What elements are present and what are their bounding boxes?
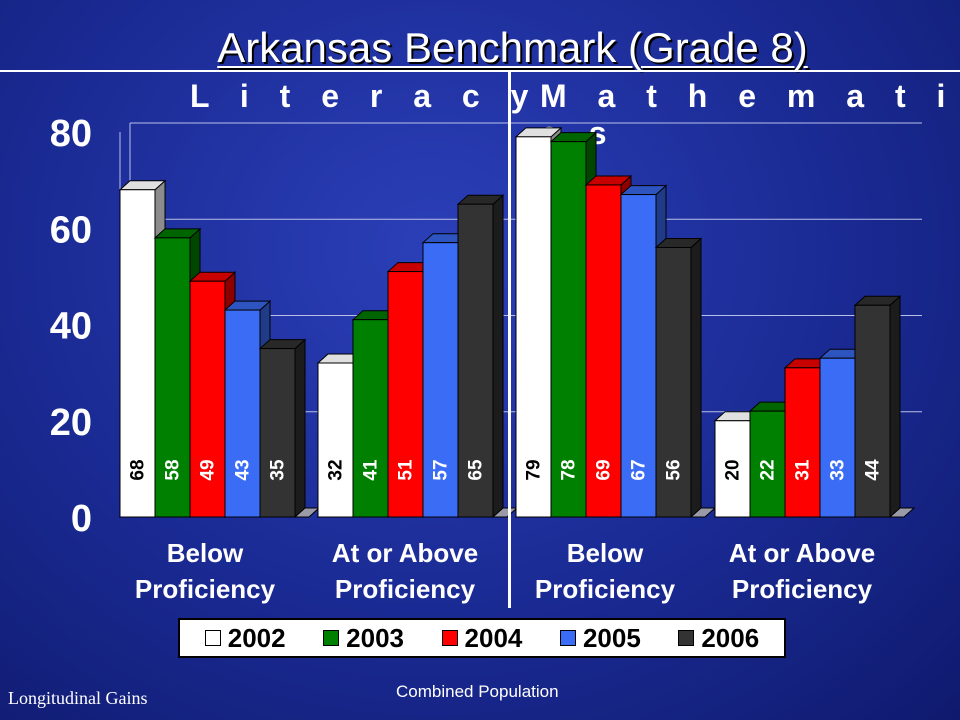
category-label-line: Proficiency (731, 574, 873, 604)
data-label: 51 (396, 459, 417, 481)
data-label: 67 (629, 459, 650, 480)
category-label-line: At or Above (331, 538, 479, 568)
data-label: 41 (361, 459, 382, 481)
y-tick-label: 40 (50, 306, 92, 348)
category-label-line: Below (166, 538, 244, 568)
footer-combined-population: Combined Population (396, 682, 559, 701)
category-label-line: Proficiency (134, 574, 276, 604)
bar (550, 141, 587, 518)
category-label: At or Above Proficiency (702, 535, 902, 607)
bar (784, 367, 821, 518)
bar-side (294, 338, 306, 519)
legend-label: 2002 (227, 622, 286, 653)
bar (189, 280, 226, 518)
data-label: 56 (664, 459, 685, 480)
category-label: Below Proficiency (105, 535, 305, 607)
legend-swatch (678, 630, 695, 646)
data-label: 78 (559, 459, 580, 480)
category-label: At or Above Proficiency (305, 535, 505, 607)
data-label: 33 (828, 459, 849, 480)
data-label: 43 (233, 459, 254, 480)
data-label: 20 (723, 459, 744, 480)
data-label: 32 (326, 459, 347, 480)
footer-longitudinal-gains: Longitudinal Gains (8, 688, 148, 708)
data-label: 65 (466, 459, 487, 481)
bar (352, 319, 389, 518)
bar-side (690, 237, 702, 519)
title-rule (0, 70, 960, 72)
category-label-line: At or Above (728, 538, 876, 568)
data-label: 79 (524, 459, 545, 480)
bar (457, 203, 494, 518)
legend-swatch (441, 630, 458, 646)
bar (515, 136, 552, 518)
y-tick-label: 0 (71, 498, 92, 540)
data-label: 35 (268, 459, 289, 481)
legend-item: 2002 (204, 622, 286, 654)
bar (224, 309, 261, 518)
category-label-line: Proficiency (534, 574, 676, 604)
bar (655, 247, 692, 518)
y-tick-label: 60 (50, 209, 92, 251)
data-label: 68 (128, 459, 149, 480)
data-label: 44 (863, 459, 884, 481)
legend-item: 2004 (441, 622, 523, 654)
legend-label: 2005 (582, 622, 641, 653)
bar (854, 304, 891, 518)
bar (259, 348, 296, 518)
legend-swatch (204, 630, 221, 646)
bar-side (492, 194, 504, 519)
bar (620, 194, 657, 518)
legend-item: 2005 (559, 622, 641, 654)
legend-label: 2003 (346, 622, 404, 653)
legend-swatch (559, 630, 576, 646)
legend-item: 2006 (678, 623, 759, 654)
bar (819, 357, 856, 518)
data-label: 49 (198, 459, 219, 480)
bar (387, 271, 424, 518)
data-label: 58 (163, 459, 184, 480)
legend: 2002 2003 2004 2005 2006 (178, 618, 786, 658)
category-label: Below Proficiency (505, 535, 705, 607)
legend-item: 2003 (323, 623, 404, 654)
legend-label: 2006 (701, 622, 760, 653)
section-label-literacy: L i t e r a c y (190, 78, 540, 114)
legend-label: 2004 (464, 622, 523, 653)
bar (749, 410, 786, 518)
legend-swatch (323, 630, 340, 646)
category-label-line: Proficiency (334, 574, 476, 604)
data-label: 31 (793, 459, 814, 481)
category-label-line: Below (566, 538, 644, 568)
bar (154, 237, 191, 518)
chart-title: Arkansas Benchmark (Grade 8) (217, 24, 808, 71)
data-label: 69 (594, 459, 615, 480)
bar (585, 184, 622, 518)
data-label: 22 (758, 459, 779, 480)
y-tick-label: 20 (50, 402, 92, 444)
section-divider (508, 72, 511, 608)
bar (317, 362, 354, 518)
data-label: 57 (431, 459, 452, 480)
bar-side (889, 295, 901, 519)
y-tick-label: 80 (50, 113, 92, 155)
bar (714, 420, 751, 518)
